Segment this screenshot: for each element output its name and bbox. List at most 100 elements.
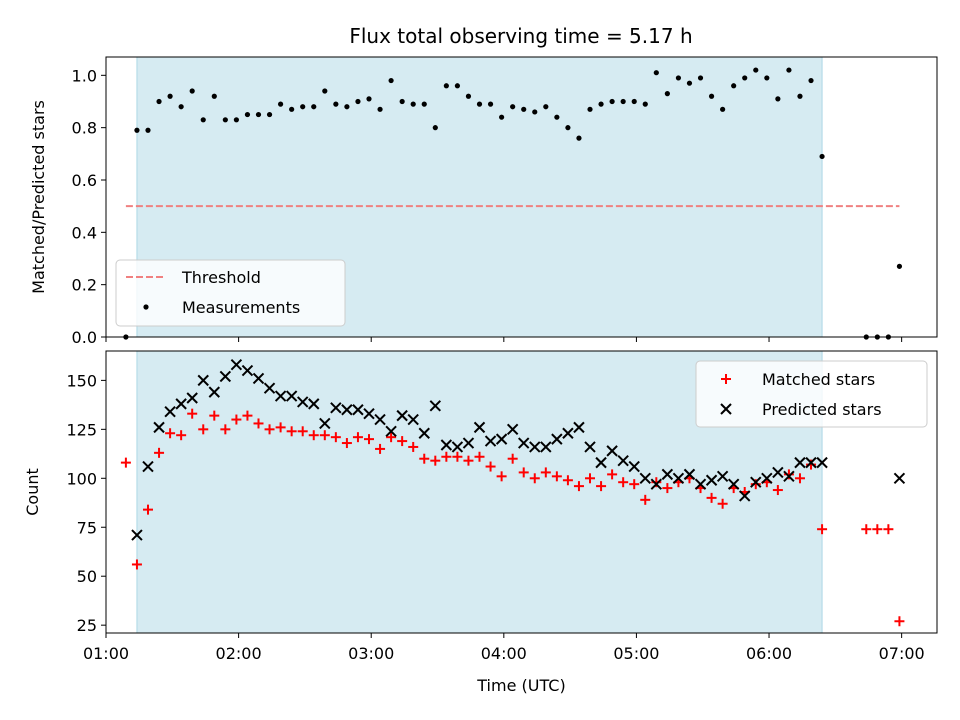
measurement-point [598, 101, 604, 107]
measurement-point [686, 80, 693, 86]
predicted-legend-label: Predicted stars [762, 400, 882, 419]
matched-legend-swatch [721, 374, 731, 384]
matched-star-point [861, 524, 872, 535]
measurement-point [565, 125, 571, 131]
matched-star-point [231, 414, 242, 425]
predicted-star-point [506, 423, 519, 436]
predicted-star-point [750, 476, 762, 488]
matched-star-point [607, 469, 618, 480]
measurement-point [300, 104, 306, 110]
matched-star-point [596, 481, 607, 492]
matched-star-point [507, 453, 518, 464]
predicted-star-points [131, 359, 906, 541]
top-y-ticks: 0.0 0.2 0.4 0.6 0.8 1.0 [72, 66, 106, 347]
predicted-star-point [164, 406, 176, 418]
measurement-point [731, 83, 737, 89]
measurement-point [233, 117, 239, 123]
measurement-point [653, 70, 659, 76]
measurement-point [697, 75, 704, 81]
bottom-legend: Matched stars Predicted stars [695, 360, 928, 428]
matched-star-point [352, 432, 363, 443]
measurement-point [222, 117, 228, 123]
predicted-star-point [374, 413, 386, 426]
measurement-legend-label: Measurements [182, 298, 300, 317]
x-tick-label: 04:00 [481, 644, 527, 663]
bottom-axes-frame [105, 350, 938, 634]
predicted-star-point [694, 478, 707, 490]
threshold-legend-label: Threshold [181, 268, 261, 287]
matched-star-point [408, 441, 419, 452]
predicted-star-point [716, 470, 729, 483]
measurement-point [620, 98, 626, 105]
bottom-panel: 25 50 75 100 125 150 01:00 02:00 03:00 04:00 05:0… [23, 350, 938, 695]
predicted-star-point [363, 407, 375, 420]
measurement-point [410, 101, 416, 107]
predicted-star-point [683, 468, 696, 481]
measurement-point [775, 96, 781, 102]
matched-star-point [120, 457, 131, 468]
x-tick-label: 05:00 [613, 644, 659, 663]
predicted-star-point [739, 490, 751, 502]
predicted-star-point [186, 392, 198, 404]
predicted-star-point [142, 460, 154, 473]
predicted-star-point [727, 478, 740, 490]
bottom-y-tick-label: 100 [66, 469, 97, 488]
predicted-star-point [617, 454, 629, 467]
measurement-point [543, 104, 549, 110]
measurement-point [432, 125, 438, 131]
predicted-star-point [772, 466, 784, 479]
x-tick-label: 03:00 [348, 644, 394, 663]
matched-star-point [518, 467, 529, 478]
matched-star-point [397, 436, 408, 447]
matched-star-point [253, 418, 264, 429]
measurement-point [521, 106, 527, 112]
predicted-star-point [208, 386, 221, 398]
predicted-star-point [816, 456, 828, 469]
predicted-star-point [418, 427, 430, 439]
measurement-point [366, 96, 372, 102]
matched-star-point [540, 467, 551, 478]
predicted-star-point [473, 421, 486, 434]
bottom-y-tick-label: 125 [66, 420, 97, 439]
top-y-axis-label: Matched/Predicted stars [29, 100, 48, 294]
matched-star-point [529, 473, 540, 484]
bottom-y-tick-label: 25 [77, 616, 97, 635]
measurement-point [664, 91, 670, 97]
matched-star-point [817, 524, 828, 535]
measurement-point [200, 117, 206, 123]
predicted-star-point [462, 437, 475, 449]
matched-star-point [872, 524, 883, 535]
measurement-point [454, 83, 461, 89]
matched-star-point [894, 616, 905, 627]
measurement-point [211, 93, 217, 99]
measurement-point [896, 263, 903, 269]
bottom-y-tick-label: 50 [77, 567, 97, 586]
measurement-point [797, 93, 803, 99]
measurement-point [244, 111, 251, 118]
predicted-star-point [396, 409, 408, 422]
matched-star-point [341, 438, 352, 449]
top-legend-box [115, 259, 346, 327]
measurement-point [742, 75, 748, 81]
predicted-star-point [518, 437, 530, 449]
x-tick-label: 02:00 [216, 644, 262, 663]
matched-legend-label: Matched stars [762, 370, 875, 389]
x-tick-label: 01:00 [83, 644, 129, 663]
predicted-star-point [429, 400, 442, 412]
top-panel: 0.0 0.2 0.4 0.6 0.8 1.0 Matched/Predicted sta… [29, 56, 938, 347]
measurement-point [311, 104, 317, 110]
measurement-point [642, 101, 648, 107]
measurement-point [277, 101, 284, 107]
matched-star-point [209, 410, 220, 421]
matched-star-point [364, 434, 375, 445]
measurement-point [266, 111, 273, 118]
predicted-star-point [606, 445, 618, 457]
top-y-tick-label: 1.0 [72, 66, 97, 85]
measurement-point [421, 101, 427, 107]
measurement-point [476, 101, 483, 107]
top-y-tick-label: 0.8 [72, 119, 97, 138]
predicted-star-point [197, 374, 209, 387]
matched-star-point [883, 524, 894, 535]
measurement-point [322, 88, 328, 94]
matched-star-point [419, 453, 430, 464]
